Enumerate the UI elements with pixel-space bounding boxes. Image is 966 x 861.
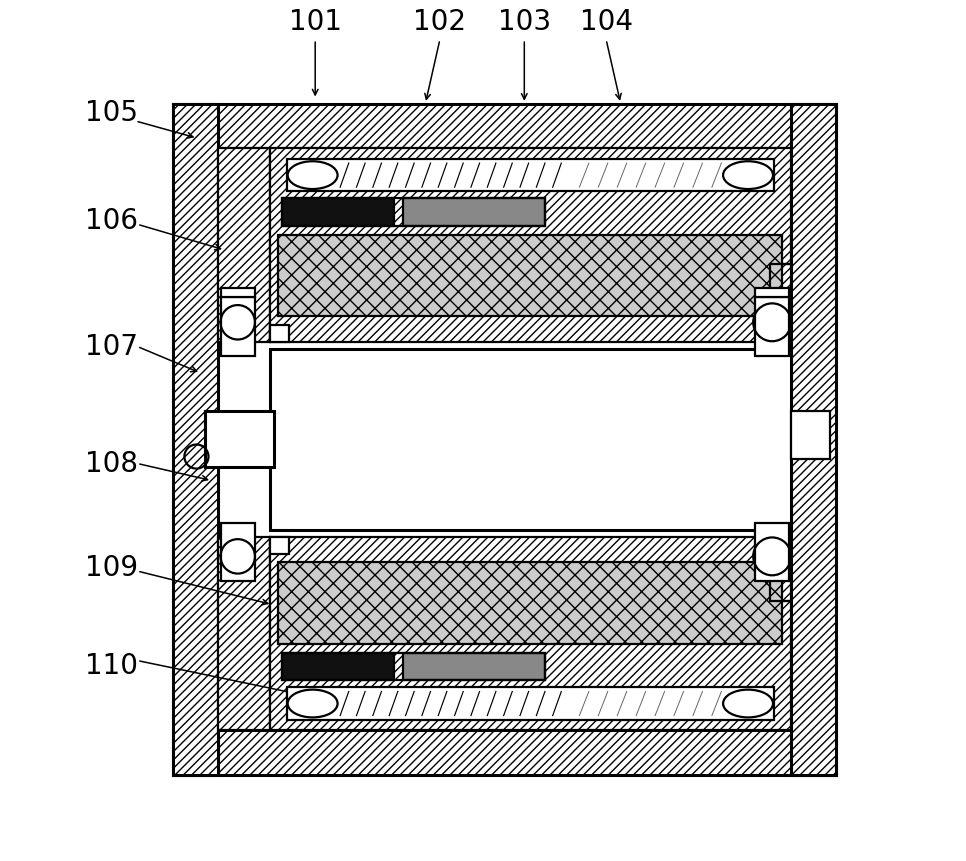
Text: 104: 104 bbox=[580, 8, 633, 36]
Bar bbox=[755, 298, 789, 356]
Text: 106: 106 bbox=[85, 207, 138, 234]
Bar bbox=[770, 264, 791, 602]
Text: 109: 109 bbox=[85, 553, 138, 581]
Text: 103: 103 bbox=[497, 8, 551, 36]
Bar bbox=[270, 537, 791, 730]
Bar bbox=[403, 653, 545, 680]
Bar bbox=[791, 104, 836, 775]
Bar bbox=[282, 199, 545, 226]
Bar bbox=[220, 298, 255, 356]
Bar bbox=[270, 537, 289, 554]
Ellipse shape bbox=[288, 162, 337, 189]
Bar bbox=[287, 159, 774, 192]
Bar bbox=[270, 325, 289, 343]
Bar bbox=[403, 199, 545, 226]
Bar bbox=[173, 730, 836, 775]
Text: 105: 105 bbox=[85, 99, 138, 127]
Bar bbox=[755, 523, 789, 582]
Bar bbox=[278, 563, 782, 644]
Bar bbox=[282, 653, 545, 680]
Text: 101: 101 bbox=[289, 8, 342, 36]
Bar bbox=[287, 687, 774, 720]
Text: 102: 102 bbox=[413, 8, 467, 36]
Bar bbox=[282, 653, 394, 680]
Bar bbox=[270, 350, 791, 530]
Ellipse shape bbox=[288, 690, 337, 717]
Text: 110: 110 bbox=[85, 651, 138, 679]
Text: 108: 108 bbox=[85, 450, 138, 478]
Bar bbox=[755, 288, 789, 298]
Bar bbox=[218, 537, 270, 730]
Text: 107: 107 bbox=[85, 333, 138, 361]
Bar bbox=[270, 149, 791, 343]
Bar bbox=[220, 523, 255, 582]
Bar bbox=[205, 412, 274, 468]
Bar bbox=[218, 149, 270, 343]
Bar bbox=[173, 104, 218, 775]
Bar bbox=[282, 199, 394, 226]
Ellipse shape bbox=[724, 162, 773, 189]
Bar bbox=[173, 104, 836, 149]
Bar bbox=[791, 412, 830, 459]
Bar bbox=[220, 288, 255, 298]
Ellipse shape bbox=[724, 690, 773, 717]
Bar bbox=[278, 235, 782, 317]
